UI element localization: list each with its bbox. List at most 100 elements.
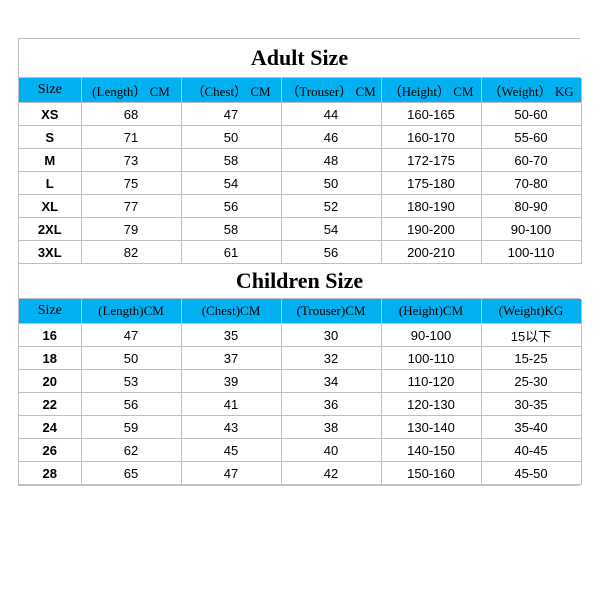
data-cell: 39 xyxy=(181,370,281,393)
data-cell: 75 xyxy=(81,172,181,195)
size-cell: XS xyxy=(19,103,81,126)
adult-table: Size (Length） CM （Chest） CM （Trouser） CM… xyxy=(19,78,582,264)
data-cell: 15-25 xyxy=(481,347,581,370)
table-row: XL775652180-19080-90 xyxy=(19,195,581,218)
data-cell: 60-70 xyxy=(481,149,581,172)
children-title: Children Size xyxy=(19,264,580,299)
data-cell: 82 xyxy=(81,241,181,264)
data-cell: 100-110 xyxy=(481,241,581,264)
data-cell: 30-35 xyxy=(481,393,581,416)
data-cell: 34 xyxy=(281,370,381,393)
data-cell: 71 xyxy=(81,126,181,149)
data-cell: 53 xyxy=(81,370,181,393)
adult-title: Adult Size xyxy=(19,39,580,78)
col-trouser: （Trouser） CM xyxy=(281,78,381,103)
data-cell: 47 xyxy=(181,462,281,485)
data-cell: 58 xyxy=(181,149,281,172)
data-cell: 35-40 xyxy=(481,416,581,439)
data-cell: 50-60 xyxy=(481,103,581,126)
data-cell: 79 xyxy=(81,218,181,241)
data-cell: 54 xyxy=(181,172,281,195)
data-cell: 35 xyxy=(181,324,281,347)
data-cell: 61 xyxy=(181,241,281,264)
data-cell: 68 xyxy=(81,103,181,126)
data-cell: 80-90 xyxy=(481,195,581,218)
data-cell: 160-170 xyxy=(381,126,481,149)
data-cell: 37 xyxy=(181,347,281,370)
data-cell: 48 xyxy=(281,149,381,172)
data-cell: 45 xyxy=(181,439,281,462)
data-cell: 45-50 xyxy=(481,462,581,485)
data-cell: 90-100 xyxy=(381,324,481,347)
col-weight: （Weight） KG xyxy=(481,78,581,103)
table-row: 28654742150-16045-50 xyxy=(19,462,581,485)
data-cell: 172-175 xyxy=(381,149,481,172)
table-row: 2XL795854190-20090-100 xyxy=(19,218,581,241)
col-length: (Length)CM xyxy=(81,299,181,324)
data-cell: 120-130 xyxy=(381,393,481,416)
data-cell: 40-45 xyxy=(481,439,581,462)
size-cell: 28 xyxy=(19,462,81,485)
data-cell: 47 xyxy=(81,324,181,347)
data-cell: 73 xyxy=(81,149,181,172)
data-cell: 77 xyxy=(81,195,181,218)
data-cell: 90-100 xyxy=(481,218,581,241)
data-cell: 110-120 xyxy=(381,370,481,393)
size-cell: 18 xyxy=(19,347,81,370)
data-cell: 30 xyxy=(281,324,381,347)
size-cell: M xyxy=(19,149,81,172)
size-chart: Adult Size Size (Length） CM （Chest） CM （… xyxy=(18,38,580,486)
table-row: XS684744160-16550-60 xyxy=(19,103,581,126)
size-cell: L xyxy=(19,172,81,195)
col-trouser: (Trouser)CM xyxy=(281,299,381,324)
adult-header-row: Size (Length） CM （Chest） CM （Trouser） CM… xyxy=(19,78,581,103)
data-cell: 50 xyxy=(81,347,181,370)
data-cell: 36 xyxy=(281,393,381,416)
data-cell: 50 xyxy=(281,172,381,195)
table-row: L755450175-18070-80 xyxy=(19,172,581,195)
data-cell: 56 xyxy=(281,241,381,264)
data-cell: 160-165 xyxy=(381,103,481,126)
data-cell: 43 xyxy=(181,416,281,439)
table-row: 18503732100-11015-25 xyxy=(19,347,581,370)
col-height: (Height)CM xyxy=(381,299,481,324)
data-cell: 100-110 xyxy=(381,347,481,370)
table-row: S715046160-17055-60 xyxy=(19,126,581,149)
size-cell: 24 xyxy=(19,416,81,439)
data-cell: 54 xyxy=(281,218,381,241)
table-row: 24594338130-14035-40 xyxy=(19,416,581,439)
data-cell: 190-200 xyxy=(381,218,481,241)
col-chest: (Chest)CM xyxy=(181,299,281,324)
data-cell: 56 xyxy=(181,195,281,218)
col-size: Size xyxy=(19,299,81,324)
data-cell: 47 xyxy=(181,103,281,126)
data-cell: 46 xyxy=(281,126,381,149)
size-cell: 16 xyxy=(19,324,81,347)
children-table: Size (Length)CM (Chest)CM (Trouser)CM (H… xyxy=(19,299,582,485)
data-cell: 180-190 xyxy=(381,195,481,218)
data-cell: 70-80 xyxy=(481,172,581,195)
col-weight: (Weight)KG xyxy=(481,299,581,324)
table-row: 26624540140-15040-45 xyxy=(19,439,581,462)
data-cell: 62 xyxy=(81,439,181,462)
size-cell: 22 xyxy=(19,393,81,416)
data-cell: 55-60 xyxy=(481,126,581,149)
data-cell: 130-140 xyxy=(381,416,481,439)
data-cell: 42 xyxy=(281,462,381,485)
data-cell: 58 xyxy=(181,218,281,241)
data-cell: 25-30 xyxy=(481,370,581,393)
data-cell: 150-160 xyxy=(381,462,481,485)
size-cell: 26 xyxy=(19,439,81,462)
col-height: （Height） CM xyxy=(381,78,481,103)
data-cell: 41 xyxy=(181,393,281,416)
table-row: M735848172-17560-70 xyxy=(19,149,581,172)
table-row: 20533934110-12025-30 xyxy=(19,370,581,393)
table-row: 1647353090-10015以下 xyxy=(19,324,581,347)
size-cell: 3XL xyxy=(19,241,81,264)
children-header-row: Size (Length)CM (Chest)CM (Trouser)CM (H… xyxy=(19,299,581,324)
size-cell: S xyxy=(19,126,81,149)
data-cell: 44 xyxy=(281,103,381,126)
data-cell: 52 xyxy=(281,195,381,218)
data-cell: 32 xyxy=(281,347,381,370)
data-cell: 59 xyxy=(81,416,181,439)
